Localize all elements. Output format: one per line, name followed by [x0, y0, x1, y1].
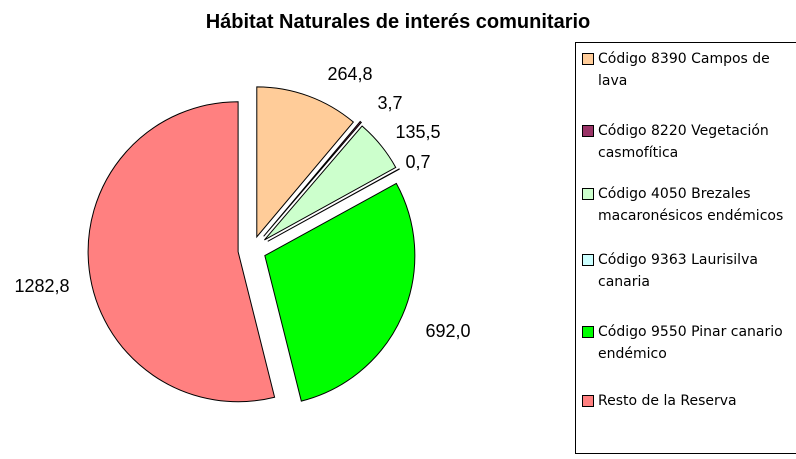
data-label: 0,7	[405, 152, 430, 172]
data-label: 135,5	[395, 122, 440, 142]
legend-swatch	[582, 326, 594, 338]
pie-slice	[263, 120, 363, 237]
legend-swatch	[582, 188, 594, 200]
legend-swatch	[582, 125, 594, 137]
pie-slice	[264, 182, 416, 402]
legend: Código 8390 Campos de lava Código 8220 Ve…	[575, 42, 796, 454]
pie-slice	[267, 168, 400, 242]
data-label: 692,0	[425, 321, 470, 341]
legend-entry: Código 9363 Laurisilva canaria	[582, 249, 796, 293]
legend-swatch	[582, 254, 594, 266]
legend-entry: Resto de la Reserva	[582, 390, 796, 412]
legend-entry: Código 8220 Vegetación casmofítica	[582, 120, 796, 164]
pie-slice	[87, 101, 276, 403]
legend-label: Código 4050 Brezales macaronésicos endém…	[598, 186, 784, 224]
legend-label: Código 8390 Campos de lava	[598, 51, 770, 89]
legend-entry: Código 9550 Pinar canario endémico	[582, 321, 796, 365]
legend-entry: Código 4050 Brezales macaronésicos endém…	[582, 183, 796, 227]
legend-label: Resto de la Reserva	[598, 393, 737, 409]
pie-slice	[256, 86, 355, 239]
legend-swatch	[582, 53, 594, 65]
data-label: 3,7	[377, 93, 402, 113]
chart-title: Hábitat Naturales de interés comunitario	[206, 11, 591, 33]
legend-entry: Código 8390 Campos de lava	[582, 48, 796, 92]
data-label: 264,8	[327, 64, 372, 84]
legend-label: Código 9550 Pinar canario endémico	[598, 324, 783, 362]
legend-swatch	[582, 395, 594, 407]
legend-label: Código 9363 Laurisilva canaria	[598, 252, 758, 290]
pie-slice	[264, 125, 397, 241]
data-label: 1282,8	[14, 276, 69, 296]
legend-label: Código 8220 Vegetación casmofítica	[598, 123, 769, 161]
